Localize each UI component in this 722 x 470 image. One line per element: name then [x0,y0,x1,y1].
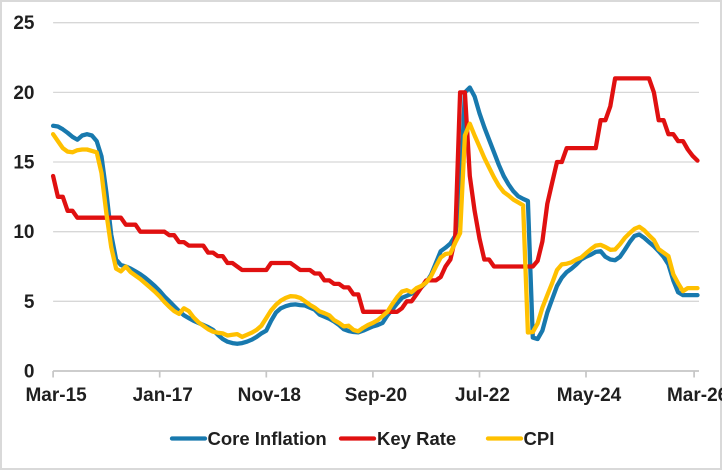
svg-text:Jul-22: Jul-22 [455,385,510,406]
svg-text:Mar-26: Mar-26 [667,385,722,406]
svg-text:10: 10 [13,222,34,243]
svg-text:May-24: May-24 [557,385,622,406]
svg-text:15: 15 [13,153,35,174]
svg-text:CPI: CPI [524,428,555,449]
svg-text:25: 25 [13,13,35,34]
svg-text:Core Inflation: Core Inflation [208,428,327,449]
svg-text:20: 20 [13,83,34,104]
svg-text:Nov-18: Nov-18 [238,385,301,406]
svg-text:Sep-20: Sep-20 [345,385,407,406]
svg-text:Mar-15: Mar-15 [25,385,87,406]
svg-text:Jan-17: Jan-17 [133,385,193,406]
svg-text:5: 5 [24,292,35,313]
svg-text:Key Rate: Key Rate [377,428,456,449]
svg-text:0: 0 [24,362,35,383]
